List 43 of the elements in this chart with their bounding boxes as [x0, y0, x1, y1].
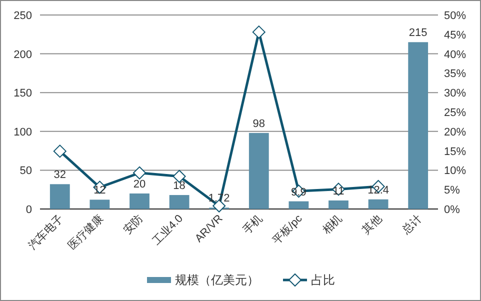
point	[53, 144, 66, 158]
bar	[130, 193, 150, 209]
y-tick-label: 100	[14, 126, 32, 138]
legend-label: 规模（亿美元）	[175, 273, 259, 287]
bar	[368, 199, 388, 209]
x-tick-label: 医疗健康	[66, 212, 106, 252]
legend-label: 占比	[311, 273, 335, 287]
y2-tick-label: 30%	[444, 88, 466, 100]
data-label: 32	[54, 169, 66, 182]
data-label: 215	[408, 27, 428, 40]
y2-tick-label: 20%	[444, 126, 466, 138]
x-tick-label: 其他	[360, 212, 384, 237]
y2-tick-label: 25%	[444, 107, 466, 119]
bar	[248, 132, 269, 209]
y2-tick-label: 45%	[444, 29, 466, 42]
bar	[408, 42, 428, 209]
bar	[50, 184, 70, 209]
y2-tick-label: 50%	[444, 10, 466, 22]
x-tick-label: 相机	[320, 212, 345, 237]
y2-tick-label: 5%	[444, 184, 460, 197]
y-tick-label: 200	[14, 48, 32, 61]
data-label: 98	[252, 118, 266, 130]
bar	[328, 200, 348, 209]
point	[252, 26, 266, 39]
x-tick-label: 总计	[398, 212, 424, 238]
y2-tick-label: 15%	[444, 146, 466, 158]
y2-tick-label: 0%	[444, 204, 460, 216]
y2-tick-label: 35%	[444, 68, 466, 80]
y-tick-label: 150	[14, 88, 32, 100]
x-tick-label: 安防	[120, 212, 146, 237]
bar	[288, 201, 309, 209]
x-tick-label: 工业4.0	[150, 212, 186, 248]
bar	[169, 195, 190, 209]
x-tick-label: 手机	[240, 212, 266, 237]
y2-tick-label: 10%	[444, 165, 466, 178]
bar	[90, 200, 110, 209]
y-tick-label: 250	[14, 10, 32, 22]
y2-tick-label: 40%	[444, 48, 466, 61]
y-tick-label: 50	[20, 165, 32, 178]
data-label: 18	[173, 180, 186, 192]
x-tick-label: 平板/pc	[270, 212, 306, 248]
point	[133, 166, 146, 180]
data-label: 20	[133, 178, 146, 190]
